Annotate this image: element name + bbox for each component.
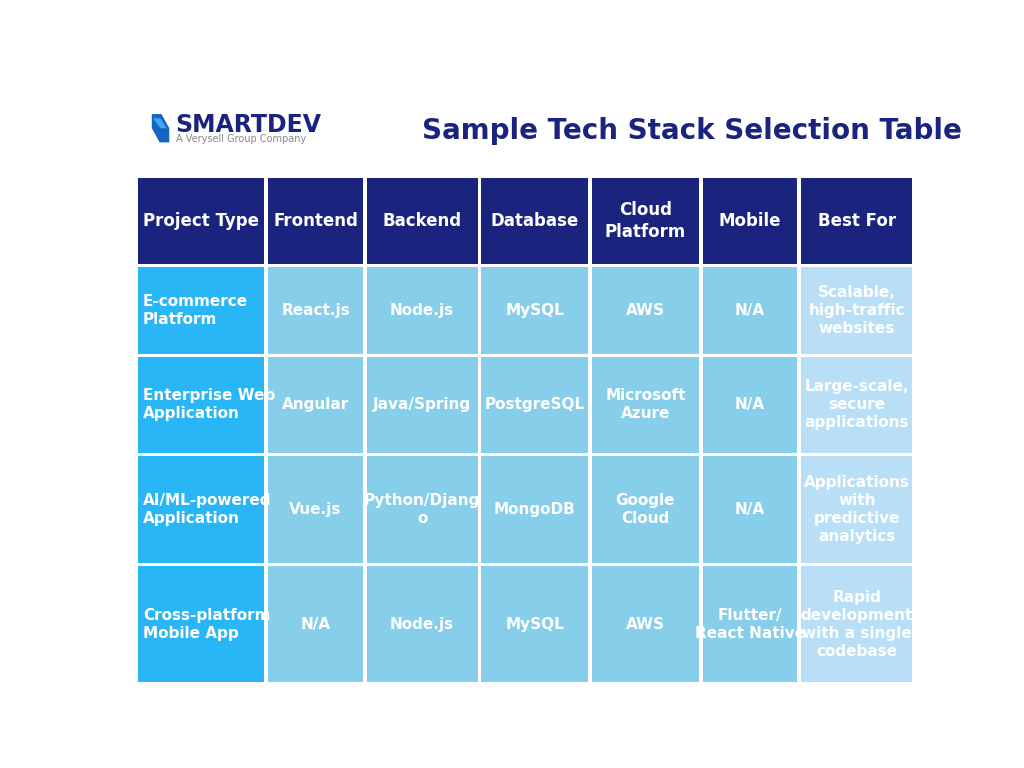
- FancyBboxPatch shape: [137, 456, 264, 564]
- Text: Sample Tech Stack Selection Table: Sample Tech Stack Selection Table: [422, 117, 962, 144]
- FancyBboxPatch shape: [268, 266, 362, 354]
- FancyBboxPatch shape: [367, 357, 477, 453]
- FancyBboxPatch shape: [592, 456, 698, 564]
- FancyBboxPatch shape: [592, 266, 698, 354]
- FancyBboxPatch shape: [802, 456, 912, 564]
- FancyBboxPatch shape: [137, 567, 264, 682]
- FancyBboxPatch shape: [481, 178, 588, 263]
- Text: Angular: Angular: [282, 398, 349, 412]
- FancyBboxPatch shape: [702, 357, 798, 453]
- FancyBboxPatch shape: [481, 567, 588, 682]
- Text: MySQL: MySQL: [506, 303, 564, 318]
- Text: E-commerce
Platform: E-commerce Platform: [143, 294, 248, 327]
- Text: AWS: AWS: [626, 617, 665, 631]
- FancyBboxPatch shape: [137, 266, 264, 354]
- FancyBboxPatch shape: [481, 266, 588, 354]
- Text: N/A: N/A: [300, 617, 331, 631]
- Text: React.js: React.js: [282, 303, 350, 318]
- Text: Vue.js: Vue.js: [290, 502, 342, 517]
- Text: MongoDB: MongoDB: [494, 502, 575, 517]
- FancyBboxPatch shape: [592, 178, 698, 263]
- FancyBboxPatch shape: [367, 456, 477, 564]
- Text: AWS: AWS: [626, 303, 665, 318]
- FancyBboxPatch shape: [137, 357, 264, 453]
- Text: Cross-platform
Mobile App: Cross-platform Mobile App: [143, 607, 270, 641]
- Text: Frontend: Frontend: [273, 212, 358, 230]
- Text: Node.js: Node.js: [390, 303, 455, 318]
- Text: Cloud
Platform: Cloud Platform: [605, 201, 686, 240]
- Text: Backend: Backend: [383, 212, 462, 230]
- Text: A Verysell Group Company: A Verysell Group Company: [176, 134, 306, 144]
- FancyBboxPatch shape: [137, 178, 264, 263]
- Text: N/A: N/A: [735, 303, 765, 318]
- Text: MySQL: MySQL: [506, 617, 564, 631]
- FancyBboxPatch shape: [268, 178, 362, 263]
- Text: Java/Spring: Java/Spring: [373, 398, 471, 412]
- FancyBboxPatch shape: [268, 357, 362, 453]
- FancyBboxPatch shape: [592, 567, 698, 682]
- FancyBboxPatch shape: [802, 567, 912, 682]
- FancyBboxPatch shape: [802, 266, 912, 354]
- FancyBboxPatch shape: [481, 456, 588, 564]
- Text: Scalable,
high-traffic
websites: Scalable, high-traffic websites: [808, 285, 905, 336]
- Text: Applications
with
predictive
analytics: Applications with predictive analytics: [804, 475, 909, 545]
- Text: Large-scale,
secure
applications: Large-scale, secure applications: [805, 379, 909, 431]
- FancyBboxPatch shape: [268, 567, 362, 682]
- FancyBboxPatch shape: [702, 266, 798, 354]
- FancyBboxPatch shape: [802, 178, 912, 263]
- FancyBboxPatch shape: [702, 178, 798, 263]
- FancyBboxPatch shape: [702, 456, 798, 564]
- Text: Database: Database: [490, 212, 579, 230]
- Text: Enterprise Web
Application: Enterprise Web Application: [143, 389, 275, 422]
- FancyBboxPatch shape: [367, 178, 477, 263]
- FancyBboxPatch shape: [367, 567, 477, 682]
- Text: Rapid
development
with a single
codebase: Rapid development with a single codebase: [801, 590, 913, 659]
- Text: SMARTDEV: SMARTDEV: [176, 113, 322, 137]
- Text: Microsoft
Azure: Microsoft Azure: [605, 389, 686, 422]
- Text: Flutter/
React Native: Flutter/ React Native: [695, 607, 805, 641]
- FancyBboxPatch shape: [702, 567, 798, 682]
- Polygon shape: [152, 114, 169, 142]
- Text: AI/ML-powered
Application: AI/ML-powered Application: [143, 493, 271, 526]
- Text: Mobile: Mobile: [719, 212, 781, 230]
- FancyBboxPatch shape: [367, 266, 477, 354]
- FancyBboxPatch shape: [481, 357, 588, 453]
- FancyBboxPatch shape: [592, 357, 698, 453]
- Text: N/A: N/A: [735, 398, 765, 412]
- Text: Project Type: Project Type: [143, 212, 259, 230]
- FancyBboxPatch shape: [268, 456, 362, 564]
- FancyBboxPatch shape: [802, 357, 912, 453]
- Text: N/A: N/A: [735, 502, 765, 517]
- Text: Python/Djang
o: Python/Djang o: [364, 493, 480, 526]
- Polygon shape: [154, 118, 167, 128]
- Text: Node.js: Node.js: [390, 617, 455, 631]
- Text: PostgreSQL: PostgreSQL: [484, 398, 585, 412]
- Text: Best For: Best For: [818, 212, 896, 230]
- Text: Google
Cloud: Google Cloud: [615, 493, 675, 526]
